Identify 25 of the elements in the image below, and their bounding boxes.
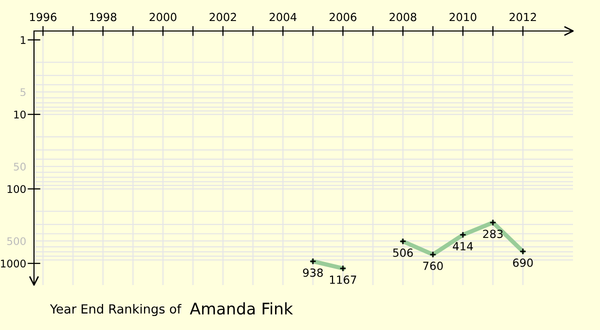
y-tick-label: 10 xyxy=(14,110,26,118)
x-tick-label: 2010 xyxy=(450,12,476,22)
x-tick-label: 2006 xyxy=(330,12,356,22)
data-label: 506 xyxy=(393,248,413,257)
x-tick-label: 2008 xyxy=(390,12,416,22)
y-tick-label: 500 xyxy=(7,237,26,246)
y-tick-label: 5 xyxy=(20,88,26,96)
data-label: 1167 xyxy=(330,276,356,284)
text: Amanda Fink xyxy=(190,302,293,315)
x-tick-label: 1996 xyxy=(30,12,56,22)
data-label: 938 xyxy=(303,268,323,277)
x-tick-label: 2002 xyxy=(210,12,236,22)
data-label: 283 xyxy=(483,230,503,238)
data-label: 690 xyxy=(513,258,533,267)
y-tick-label: 50 xyxy=(14,162,26,171)
x-tick-label: 2000 xyxy=(150,12,176,22)
y-tick-label: 1 xyxy=(20,36,26,44)
y-tick-label: 100 xyxy=(8,185,26,193)
x-tick-label: 2004 xyxy=(270,12,296,22)
x-tick-label: 2012 xyxy=(510,12,536,22)
data-label: 414 xyxy=(452,242,473,250)
y-tick-label: 1000 xyxy=(0,260,26,268)
data-label: 760 xyxy=(423,262,443,270)
x-tick-label: 1998 xyxy=(90,12,116,22)
text: Year End Rankings of xyxy=(50,304,182,316)
